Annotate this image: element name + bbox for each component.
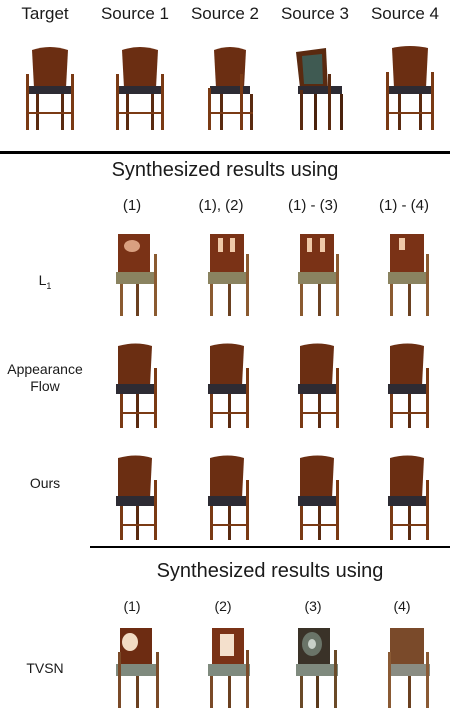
section-divider-thin bbox=[90, 546, 450, 548]
section2-column-3: (3) bbox=[304, 598, 322, 614]
section2-title: Synthesized results using bbox=[156, 560, 384, 582]
chair-image-tvsn-col3 bbox=[296, 628, 338, 708]
row-label-tvsn: TVSN bbox=[26, 660, 64, 676]
header-source-2: Source 2 bbox=[190, 4, 260, 23]
section1-column-2: (1), (2) bbox=[198, 197, 244, 214]
row-label-appearance-flow: Appearance Flow bbox=[7, 361, 83, 394]
chair-image-tvsn-col2 bbox=[208, 628, 250, 708]
chair-image-appearance-flow-col1 bbox=[116, 343, 157, 428]
chair-image-source-3 bbox=[296, 48, 343, 130]
header-source-3: Source 3 bbox=[280, 4, 350, 23]
chair-image-appearance-flow-col4 bbox=[388, 343, 429, 428]
chair-image-ours-col4 bbox=[388, 455, 429, 540]
section1-column-1: (1) bbox=[122, 197, 142, 214]
section1-column-3: (1) - (3) bbox=[288, 197, 338, 214]
chair-image-tvsn-col1 bbox=[116, 628, 159, 708]
chair-image-target bbox=[26, 47, 74, 130]
chair-image-l1-col4 bbox=[388, 234, 429, 316]
header-target: Target bbox=[21, 4, 69, 23]
chair-image-l1-col1 bbox=[116, 234, 157, 316]
chair-image-l1-col2 bbox=[208, 234, 249, 316]
chair-image-ours-col1 bbox=[116, 455, 157, 540]
section-divider-thick bbox=[0, 151, 450, 154]
chair-image-source-2 bbox=[208, 47, 253, 130]
header-source-4: Source 4 bbox=[370, 4, 440, 23]
section2-column-4: (4) bbox=[393, 598, 411, 614]
section1-title: Synthesized results using bbox=[111, 159, 339, 181]
chair-image-appearance-flow-col2 bbox=[208, 343, 249, 428]
chair-image-ours-col3 bbox=[298, 455, 339, 540]
row-label-l1: L1 bbox=[38, 272, 52, 291]
section2-column-2: (2) bbox=[214, 598, 232, 614]
chair-image-l1-col3 bbox=[298, 234, 339, 316]
section1-column-4: (1) - (4) bbox=[379, 197, 429, 214]
row-label-ours: Ours bbox=[29, 475, 61, 491]
chair-image-appearance-flow-col3 bbox=[298, 343, 339, 428]
header-source-1: Source 1 bbox=[100, 4, 170, 23]
chair-image-ours-col2 bbox=[208, 455, 249, 540]
chair-image-source-4 bbox=[386, 46, 434, 130]
chair-image-source-1 bbox=[116, 47, 164, 130]
chair-image-tvsn-col4 bbox=[388, 628, 430, 708]
section2-column-1: (1) bbox=[123, 598, 141, 614]
